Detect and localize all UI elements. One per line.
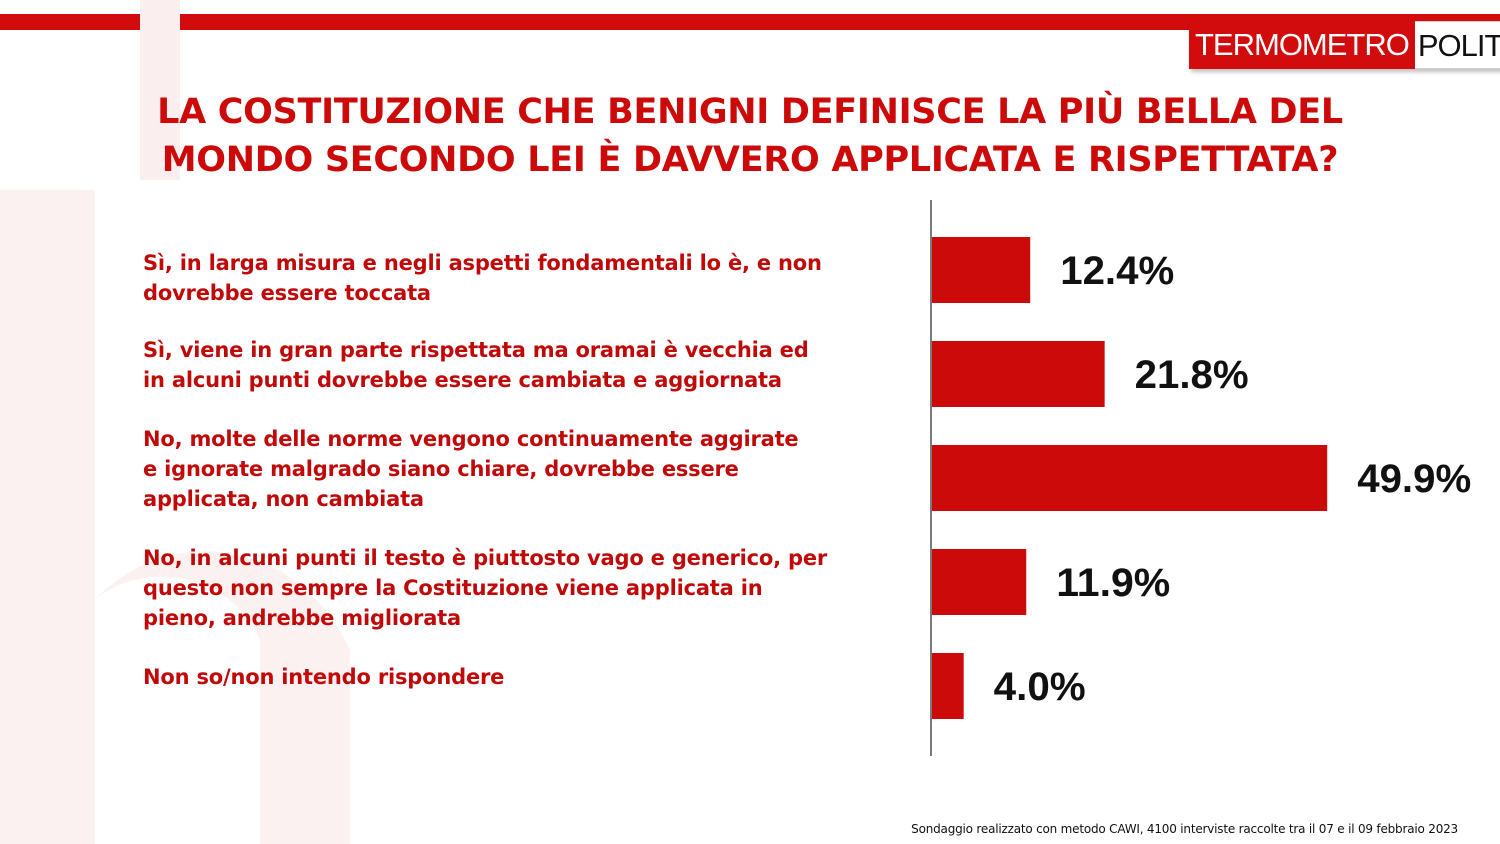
- page-title: LA COSTITUZIONE CHE BENIGNI DEFINISCE LA…: [80, 88, 1420, 184]
- answer-1-line-1: Sì, in larga misura e negli aspetti fond…: [143, 251, 822, 275]
- answer-label-5: Non so/non intendo rispondere: [143, 662, 913, 692]
- answer-label-4: No, in alcuni punti il testo è piuttosto…: [143, 543, 913, 633]
- bar-value-label-3: 49.9%: [1357, 457, 1471, 501]
- bar-5: [932, 653, 964, 719]
- bar-value-label-2: 21.8%: [1135, 353, 1249, 397]
- title-line-1: LA COSTITUZIONE CHE BENIGNI DEFINISCE LA…: [157, 92, 1343, 132]
- answer-3-line-2: e ignorate malgrado siano chiare, dovreb…: [143, 457, 739, 481]
- bar-4: [932, 549, 1027, 615]
- answer-4-line-2: questo non sempre la Costituzione viene …: [143, 576, 763, 600]
- answer-1-line-2: dovrebbe essere toccata: [143, 281, 431, 305]
- bar-1: [932, 237, 1031, 303]
- bar-2: [932, 341, 1105, 407]
- answer-label-3: No, molte delle norme vengono continuame…: [143, 424, 913, 514]
- title-line-2: MONDO SECONDO LEI È DAVVERO APPLICATA E …: [161, 140, 1339, 180]
- footer-note: Sondaggio realizzato con metodo CAWI, 41…: [911, 822, 1458, 836]
- answer-5-line-1: Non so/non intendo rispondere: [143, 665, 505, 689]
- bar-value-label-1: 12.4%: [1060, 249, 1174, 293]
- top-red-bar: [0, 14, 1500, 30]
- logo-right-text: POLITICO: [1414, 21, 1500, 69]
- bar-value-label-5: 4.0%: [994, 665, 1086, 709]
- answer-2-line-1: Sì, viene in gran parte rispettata ma or…: [143, 338, 809, 362]
- answer-label-2: Sì, viene in gran parte rispettata ma or…: [143, 335, 913, 395]
- answer-3-line-1: No, molte delle norme vengono continuame…: [143, 427, 799, 451]
- answer-4-line-3: pieno, andrebbe migliorata: [143, 606, 461, 630]
- logo-left-text: TERMOMETRO: [1189, 21, 1415, 69]
- answer-2-line-2: in alcuni punti dovrebbe essere cambiata…: [143, 368, 782, 392]
- bar-3: [932, 445, 1328, 511]
- answer-3-line-3: applicata, non cambiata: [143, 487, 424, 511]
- bar-value-label-4: 11.9%: [1056, 561, 1170, 605]
- termometro-politico-logo: TERMOMETRO POLITICO: [1189, 21, 1500, 69]
- answer-label-1: Sì, in larga misura e negli aspetti fond…: [143, 248, 913, 308]
- answer-4-line-1: No, in alcuni punti il testo è piuttosto…: [143, 546, 828, 570]
